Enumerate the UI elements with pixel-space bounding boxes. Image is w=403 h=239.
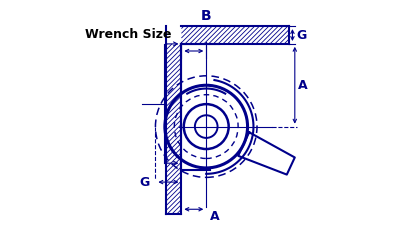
Text: Wrench Size: Wrench Size [85,28,171,41]
Text: A: A [210,211,219,223]
Text: G: G [139,176,150,189]
Text: B: B [201,9,212,23]
Text: A: A [298,79,308,92]
Text: G: G [296,28,306,42]
